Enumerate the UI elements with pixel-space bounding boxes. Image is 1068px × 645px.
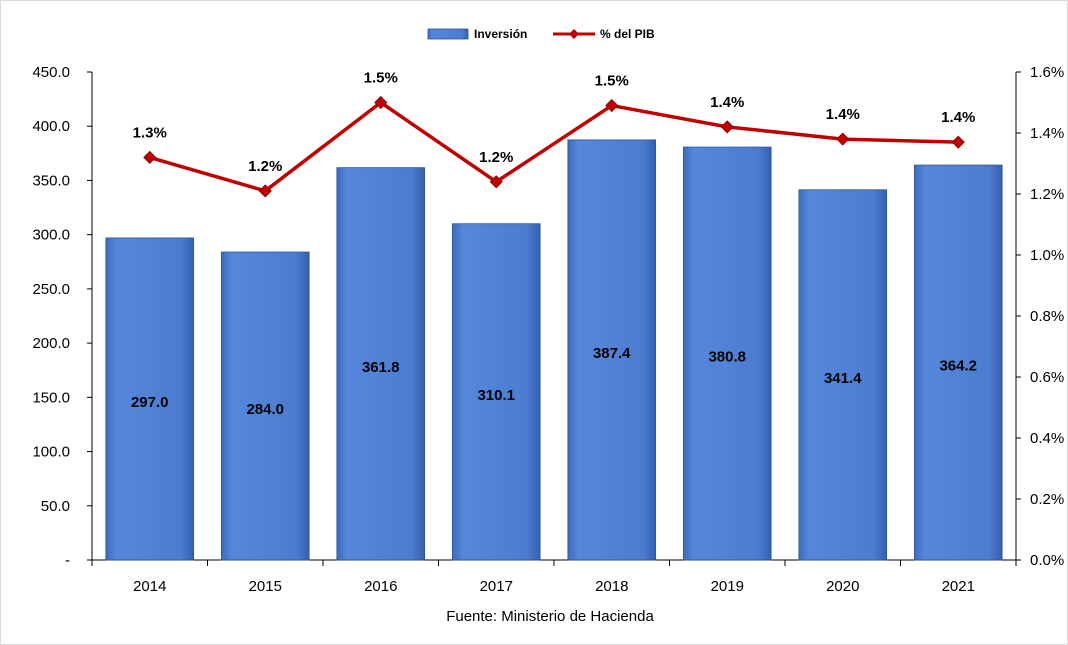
- line-pib-marker: [489, 175, 503, 189]
- y-left-tick-label: -: [65, 552, 70, 569]
- y-right-tick-label: 1.6%: [1030, 64, 1064, 81]
- line-pib-marker: [143, 150, 157, 164]
- bar-inversion: [220, 251, 310, 561]
- y-right-tick-label: 1.0%: [1030, 247, 1064, 264]
- y-left-tick-label: 400.0: [32, 118, 70, 135]
- y-left-tick-label: 200.0: [32, 335, 70, 352]
- x-tick-label: 2016: [364, 578, 397, 595]
- legend-marker-pib: [569, 29, 579, 39]
- y-right-tick-label: 0.4%: [1030, 430, 1064, 447]
- y-right-tick-label: 0.8%: [1030, 308, 1064, 325]
- line-value-label: 1.2%: [248, 158, 282, 175]
- y-right-tick-label: 0.6%: [1030, 369, 1064, 386]
- line-value-label: 1.3%: [133, 124, 167, 141]
- bar-value-label: 284.0: [246, 401, 284, 418]
- bar-value-label: 387.4: [593, 345, 631, 362]
- bar-value-label: 297.0: [131, 394, 169, 411]
- line-value-label: 1.4%: [710, 94, 744, 111]
- line-pib-marker: [605, 98, 619, 113]
- line-pib-marker: [374, 95, 388, 110]
- y-right-tick-label: 1.2%: [1030, 186, 1064, 203]
- bar-inversion: [567, 139, 657, 561]
- line-value-label: 1.5%: [595, 73, 629, 90]
- line-pib-marker: [258, 184, 272, 198]
- line-pib-marker: [951, 135, 965, 149]
- line-value-label: 1.4%: [826, 106, 860, 123]
- x-tick-label: 2019: [711, 578, 744, 595]
- y-left-tick-label: 300.0: [32, 227, 70, 244]
- x-tick-label: 2015: [249, 578, 282, 595]
- bar-inversion: [682, 146, 772, 561]
- line-pib-marker: [836, 132, 850, 146]
- bar-value-label: 364.2: [939, 358, 977, 375]
- bar-value-label: 361.8: [362, 359, 400, 376]
- y-left-tick-label: 50.0: [41, 498, 70, 515]
- bar-inversion: [913, 164, 1003, 561]
- line-value-label: 1.2%: [479, 149, 513, 166]
- bar-value-label: 380.8: [708, 349, 746, 366]
- line-pib-marker: [720, 120, 734, 134]
- y-right-tick-label: 0.2%: [1030, 491, 1064, 508]
- legend-label-inversion: Inversión: [474, 27, 527, 41]
- source-note: Fuente: Ministerio de Hacienda: [446, 608, 654, 625]
- bar-inversion: [336, 167, 426, 561]
- x-tick-label: 2017: [480, 578, 513, 595]
- y-left-tick-label: 350.0: [32, 172, 70, 189]
- x-tick-label: 2014: [133, 578, 166, 595]
- line-value-label: 1.4%: [941, 109, 975, 126]
- line-value-label: 1.5%: [364, 70, 398, 87]
- bar-inversion: [451, 223, 541, 561]
- y-left-tick-label: 450.0: [32, 64, 70, 81]
- legend-label-pib: % del PIB: [600, 27, 655, 41]
- bar-value-label: 341.4: [824, 370, 862, 387]
- y-left-tick-label: 100.0: [32, 444, 70, 461]
- bar-inversion: [105, 237, 195, 561]
- x-tick-label: 2020: [826, 578, 859, 595]
- line-pib: [149, 100, 959, 193]
- x-tick-label: 2018: [595, 578, 628, 595]
- bar-inversion: [798, 189, 888, 561]
- x-tick-label: 2021: [942, 578, 975, 595]
- bar-value-label: 310.1: [477, 387, 515, 404]
- legend-swatch-inversion: [427, 28, 469, 40]
- y-left-tick-label: 150.0: [32, 389, 70, 406]
- y-right-tick-label: 1.4%: [1030, 125, 1064, 142]
- y-left-tick-label: 250.0: [32, 281, 70, 298]
- y-right-tick-label: 0.0%: [1030, 552, 1064, 569]
